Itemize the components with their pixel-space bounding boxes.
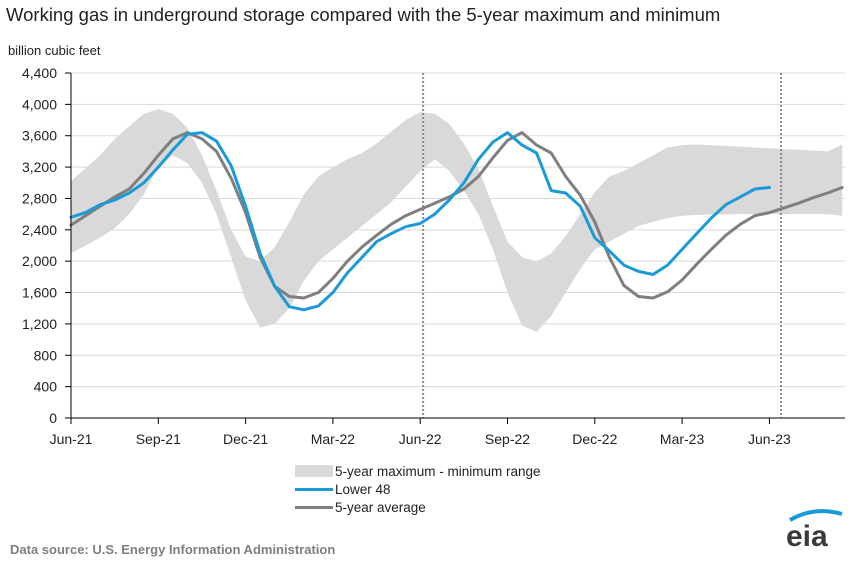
y-tick-label: 0 bbox=[49, 410, 57, 426]
y-axis-unit-label: billion cubic feet bbox=[8, 43, 101, 58]
chart-title: Working gas in underground storage compa… bbox=[6, 4, 721, 25]
y-tick-label: 2,000 bbox=[22, 253, 57, 269]
x-tick-label: Dec-21 bbox=[223, 431, 268, 447]
x-tick-label: Dec-22 bbox=[572, 431, 617, 447]
y-tick-label: 4,000 bbox=[22, 96, 57, 112]
x-tick-label: Jun-23 bbox=[748, 431, 791, 447]
legend-swatch-range bbox=[295, 465, 333, 477]
y-tick-label: 4,400 bbox=[22, 65, 57, 81]
eia-logo-arc bbox=[788, 509, 843, 522]
y-tick-label: 2,800 bbox=[22, 190, 57, 206]
legend-swatch-average bbox=[295, 505, 333, 509]
eia-logo: eia bbox=[786, 509, 843, 550]
eia-logo-text: eia bbox=[786, 520, 828, 550]
x-tick-label: Sep-22 bbox=[485, 431, 530, 447]
x-tick-label: Sep-21 bbox=[136, 431, 181, 447]
range-band bbox=[71, 109, 843, 332]
y-tick-label: 800 bbox=[34, 347, 58, 363]
dashed-markers bbox=[422, 73, 783, 418]
legend-item-average: 5-year average bbox=[295, 498, 541, 516]
legend-label-average: 5-year average bbox=[335, 499, 426, 515]
y-tick-label: 2,400 bbox=[22, 222, 57, 238]
y-tick-label: 400 bbox=[34, 379, 58, 395]
y-tick-label: 1,200 bbox=[22, 316, 57, 332]
legend-swatch-lower48 bbox=[295, 487, 333, 491]
x-tick-label: Mar-23 bbox=[660, 431, 705, 447]
legend-item-range: 5-year maximum - minimum range bbox=[295, 462, 541, 480]
x-tick-label: Mar-22 bbox=[311, 431, 356, 447]
series-line-lower48 bbox=[69, 131, 771, 312]
legend: 5-year maximum - minimum range Lower 48 … bbox=[295, 462, 541, 516]
y-tick-label: 3,200 bbox=[22, 159, 57, 175]
x-tick-labels: Jun-21 Sep-21 Dec-21 Mar-22 Jun-22 Sep-22 Dec-… bbox=[50, 431, 791, 447]
range-band-area bbox=[71, 109, 843, 332]
y-tick-label: 1,600 bbox=[22, 285, 57, 301]
grid-lines bbox=[71, 72, 845, 388]
series-lines bbox=[69, 131, 844, 312]
y-tick-label: 3,600 bbox=[22, 128, 57, 144]
y-tick-labels: 0 400 800 1,200 1,600 2,000 2,400 2,800 3,200 3,6… bbox=[22, 65, 57, 426]
legend-label-lower48: Lower 48 bbox=[335, 481, 391, 497]
series-line-5yr-average bbox=[69, 131, 844, 300]
axes bbox=[65, 72, 845, 424]
x-tick-label: Jun-22 bbox=[399, 431, 442, 447]
legend-item-lower48: Lower 48 bbox=[295, 480, 541, 498]
legend-label-range: 5-year maximum - minimum range bbox=[335, 463, 541, 479]
data-source: Data source: U.S. Energy Information Adm… bbox=[10, 542, 336, 557]
x-tick-label: Jun-21 bbox=[50, 431, 93, 447]
